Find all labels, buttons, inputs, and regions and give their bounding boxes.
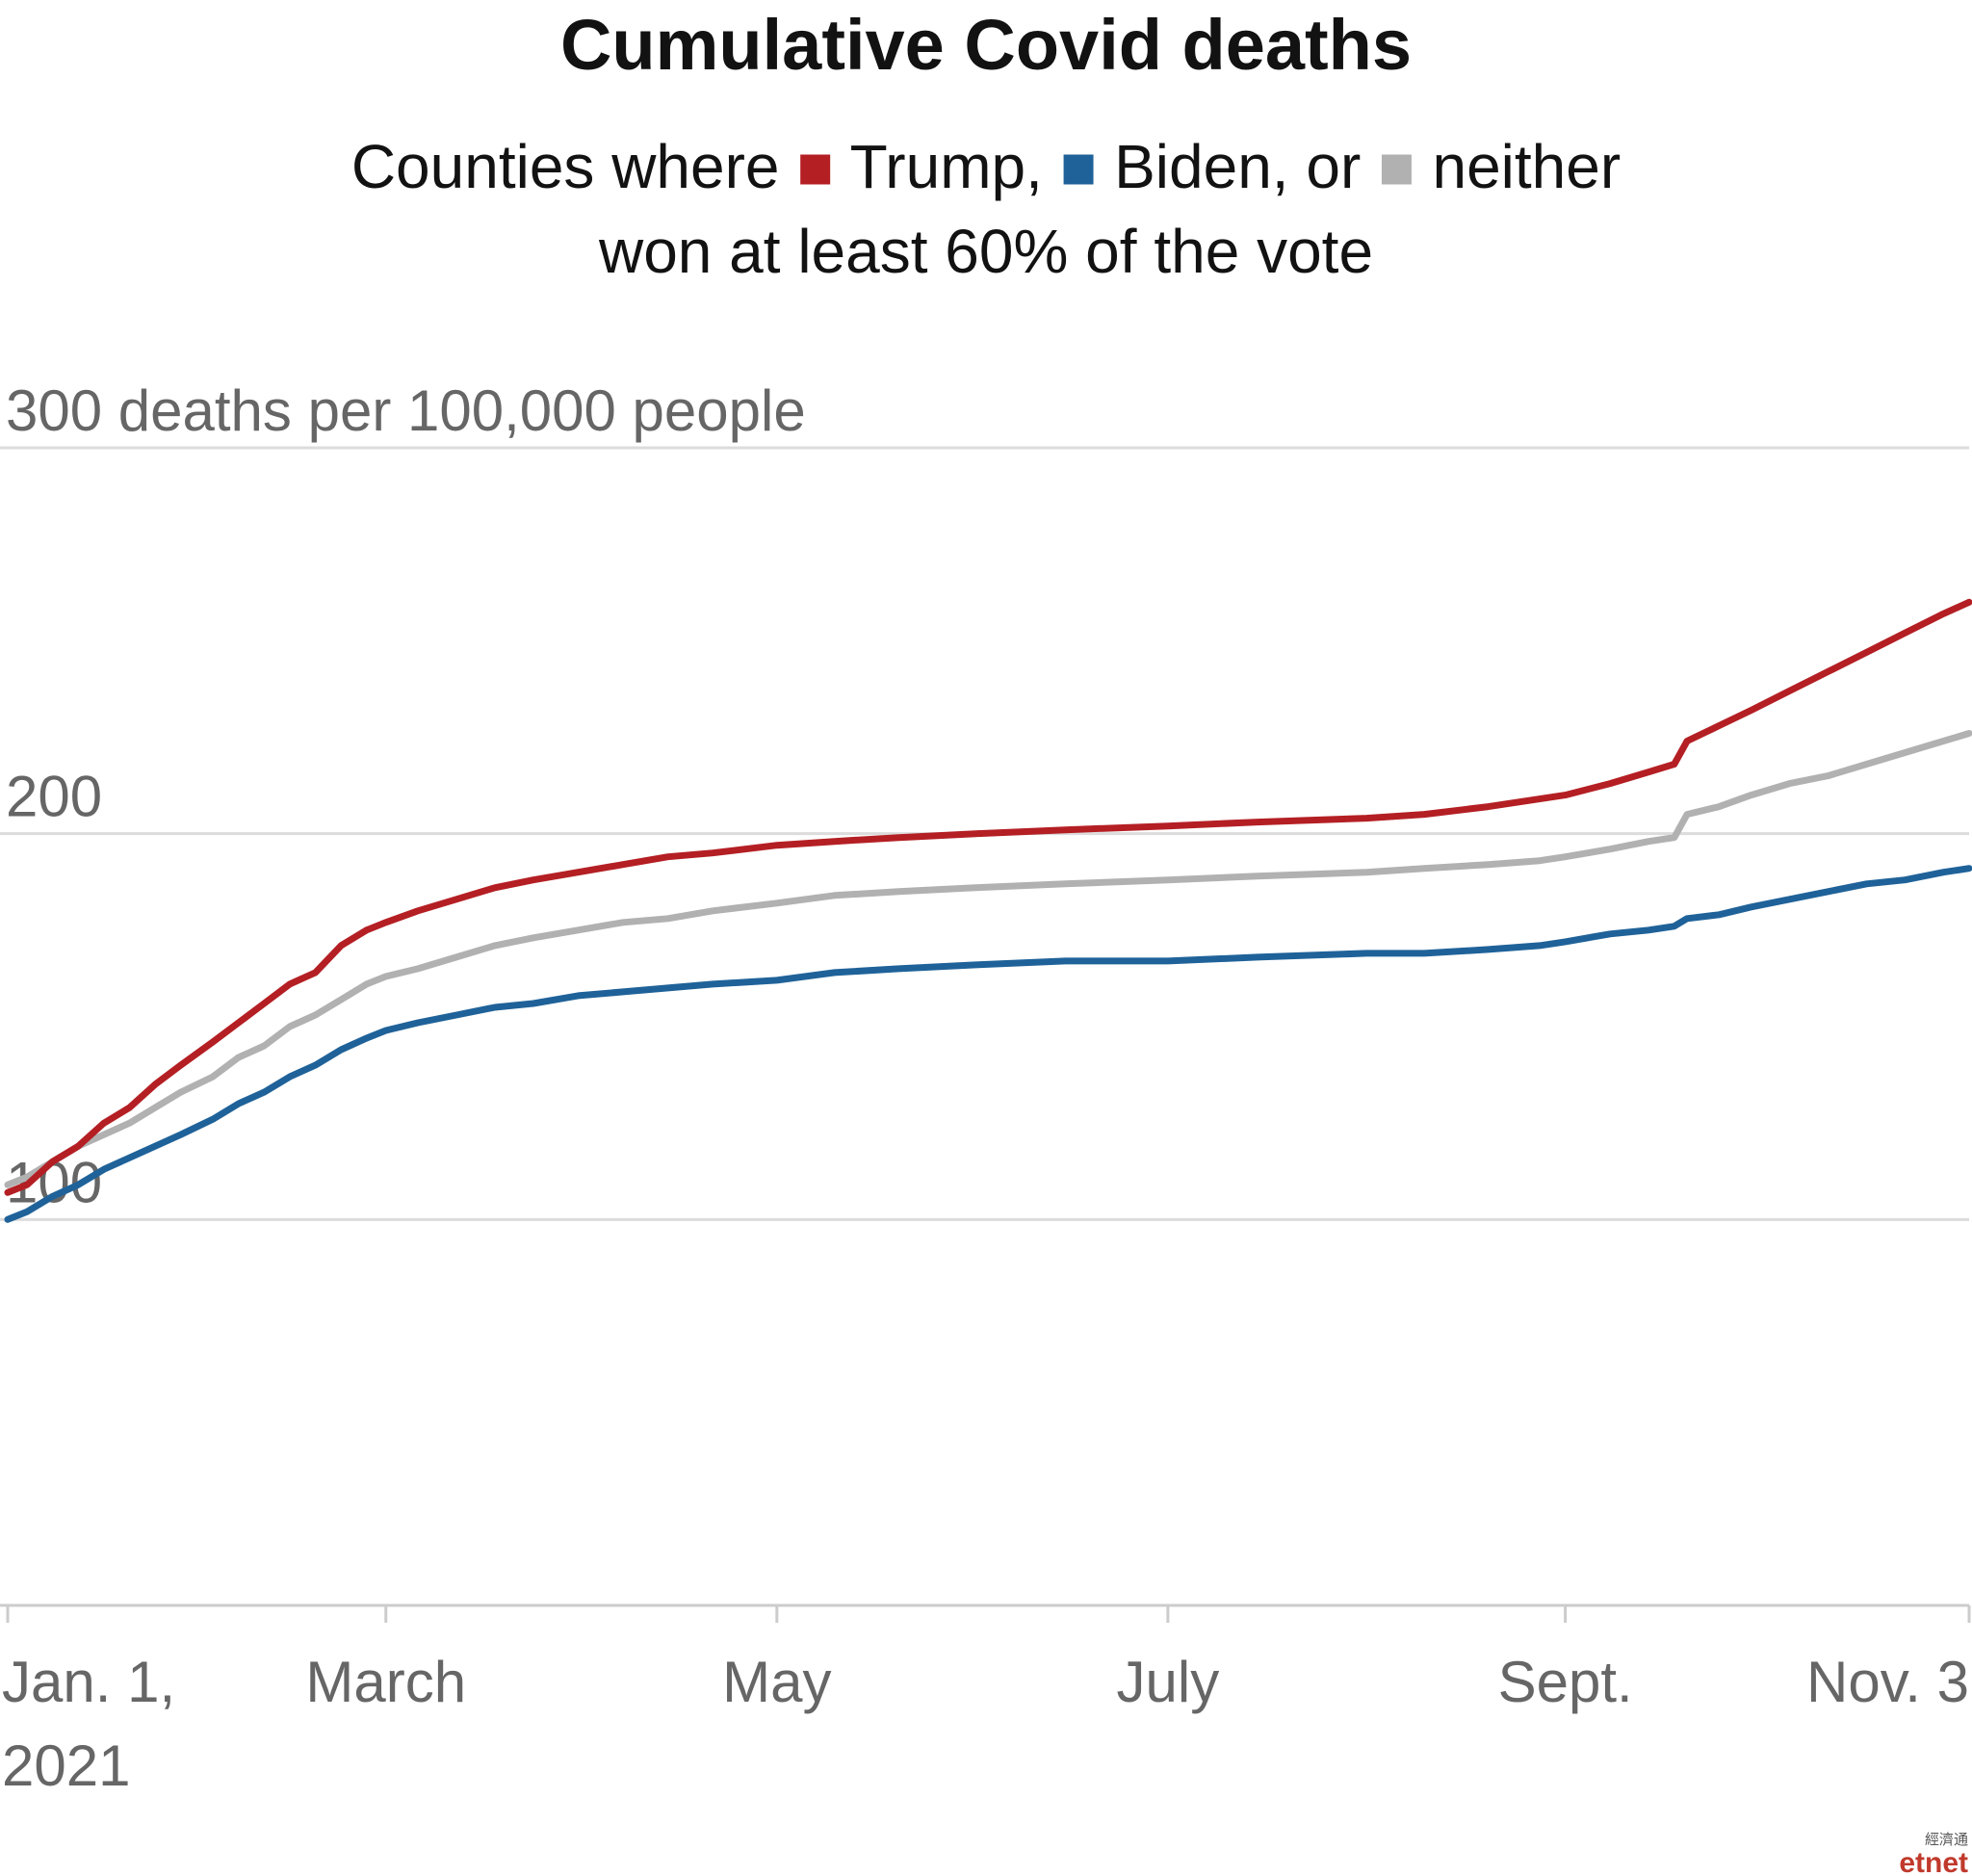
subtitle-prefix: Counties where (351, 132, 780, 201)
legend-swatch-biden: ■ (1060, 132, 1098, 201)
watermark-chinese: 經濟通 (1925, 1831, 1968, 1848)
x-tick-label-0: Jan. 1, (2, 1650, 175, 1714)
x-tick-label-0-line2: 2021 (2, 1733, 130, 1798)
legend-swatch-neither: ■ (1378, 132, 1415, 201)
legend-label-neither: neither (1432, 132, 1621, 201)
x-tick-label-3: July (1117, 1650, 1220, 1714)
series-line-2 (4, 730, 1972, 1188)
x-axis: Jan. 1, 2021 March May July Sept. Nov. 3 (0, 1603, 1971, 1798)
chart-title: Cumulative Covid deaths (560, 5, 1412, 85)
watermark-logo: etnet (1899, 1847, 1968, 1876)
x-tick-label-1: March (305, 1650, 466, 1714)
series-line-0 (4, 598, 1972, 1196)
x-tick-label-4: Sept. (1498, 1650, 1633, 1714)
chart-subtitle-line2: won at least 60% of the vote (598, 217, 1373, 286)
legend-swatch-trump: ■ (796, 132, 834, 201)
legend-label-biden: Biden, or (1114, 132, 1361, 201)
legend-label-trump: Trump, (850, 132, 1043, 201)
y-tick-label-300: 300 deaths per 100,000 people (6, 378, 806, 443)
x-tick-label-2: May (722, 1650, 831, 1714)
chart-subtitle-line1: Counties where ■ Trump, ■ Biden, or ■ ne… (351, 132, 1621, 201)
series-lines (4, 598, 1972, 1223)
series-line-1 (4, 865, 1972, 1223)
x-tick-label-5: Nov. 3 (1806, 1650, 1969, 1714)
y-tick-label-200: 200 (6, 765, 102, 829)
